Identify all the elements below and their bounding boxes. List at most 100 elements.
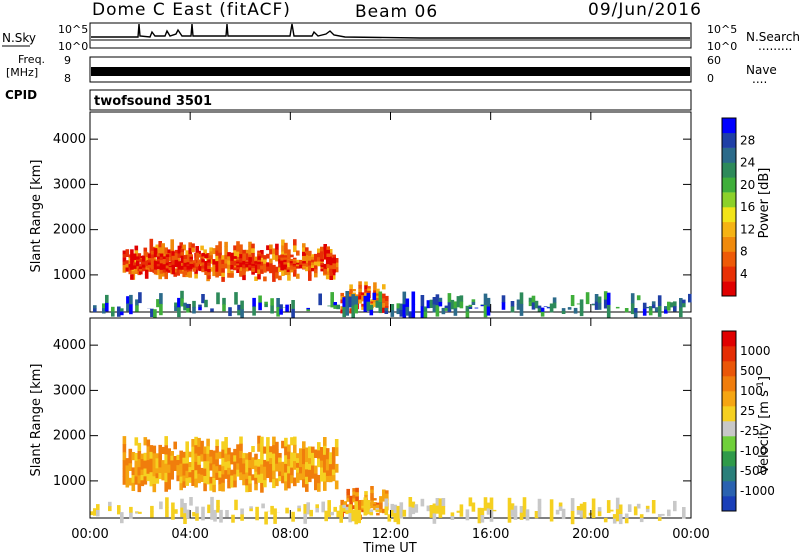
- heatmap-cell: [281, 440, 285, 449]
- heatmap-cell: [342, 508, 346, 512]
- heatmap-cell: [242, 270, 246, 276]
- heatmap-cell: [203, 476, 207, 484]
- power-y-label: Slant Range [km]: [29, 160, 44, 273]
- heatmap-cell: [280, 254, 284, 259]
- heatmap-cell: [366, 292, 371, 303]
- heatmap-cell: [183, 302, 187, 307]
- heatmap-cell: [140, 469, 145, 476]
- heatmap-cell: [131, 475, 136, 484]
- heatmap-cell: [325, 448, 330, 455]
- heatmap-cell: [122, 268, 127, 273]
- heatmap-cell: [201, 513, 205, 521]
- heatmap-cell: [376, 298, 380, 301]
- heatmap-cell: [194, 269, 198, 275]
- heatmap-cell: [387, 514, 392, 522]
- heatmap-cell: [358, 292, 362, 297]
- colorbar-tick-label: 500: [740, 364, 763, 378]
- heatmap-cell: [320, 474, 324, 482]
- colorbar-segment: [722, 207, 736, 223]
- heatmap-cell: [258, 295, 262, 304]
- heatmap-cell: [122, 257, 127, 262]
- heatmap-cell: [180, 290, 184, 299]
- heatmap-cell: [361, 298, 365, 302]
- heatmap-cell: [248, 262, 252, 266]
- heatmap-cell: [402, 304, 407, 318]
- heatmap-cell: [305, 469, 309, 478]
- heatmap-cell: [185, 478, 189, 486]
- heatmap-cell: [141, 267, 146, 272]
- heatmap-cell: [323, 249, 327, 255]
- frequency-band: [91, 67, 690, 76]
- heatmap-cell: [664, 309, 668, 314]
- heatmap-cell: [382, 493, 386, 498]
- heatmap-cell: [225, 510, 229, 518]
- heatmap-cell: [272, 445, 276, 455]
- heatmap-cell: [459, 510, 464, 517]
- heatmap-cell: [308, 260, 312, 267]
- heatmap-cell: [254, 264, 258, 269]
- heatmap-cell: [405, 298, 410, 308]
- heatmap-cell: [432, 304, 437, 313]
- heatmap-cell: [221, 482, 225, 492]
- heatmap-cell: [147, 258, 152, 261]
- heatmap-cell: [358, 284, 362, 289]
- heatmap-cell: [134, 476, 139, 485]
- heatmap-cell: [507, 497, 512, 511]
- heatmap-cell: [236, 444, 240, 452]
- heatmap-cell: [441, 506, 446, 515]
- heatmap-cell: [582, 510, 587, 519]
- heatmap-cell: [537, 498, 542, 509]
- heatmap-cell: [648, 306, 653, 311]
- heatmap-cell: [459, 301, 464, 309]
- heatmap-cell: [275, 272, 279, 279]
- heatmap-cell: [357, 509, 361, 517]
- heatmap-cell: [281, 475, 285, 484]
- heatmap-cell: [149, 238, 154, 245]
- heatmap-cell: [314, 261, 318, 266]
- heatmap-cell: [227, 447, 231, 455]
- heatmap-cell: [136, 256, 140, 259]
- heatmap-cell: [546, 307, 551, 309]
- heatmap-cell: [324, 515, 328, 522]
- cpid-value: twofsound 3501: [94, 94, 212, 109]
- heatmap-cell: [393, 504, 398, 514]
- heatmap-cell: [218, 464, 222, 472]
- heatmap-cell: [393, 513, 398, 523]
- heatmap-cell: [352, 491, 356, 496]
- heatmap-cell: [156, 263, 161, 267]
- heatmap-cell: [343, 503, 347, 506]
- heatmap-cell: [297, 505, 301, 509]
- heatmap-cell: [186, 303, 190, 309]
- heatmap-cell: [624, 513, 629, 519]
- heatmap-cell: [633, 506, 638, 512]
- heatmap-cell: [242, 468, 246, 475]
- heatmap-cell: [174, 511, 178, 514]
- heatmap-cell: [292, 263, 297, 266]
- heatmap-cell: [189, 259, 193, 262]
- heatmap-cell: [200, 454, 204, 462]
- heatmap-cell: [233, 260, 237, 264]
- heatmap-cell: [390, 310, 395, 317]
- heatmap-cell: [396, 514, 401, 525]
- heatmap-cell: [185, 267, 189, 273]
- heatmap-cell: [159, 293, 163, 305]
- heatmap-cell: [594, 294, 599, 303]
- heatmap-cell: [146, 453, 151, 461]
- heatmap-cell: [609, 510, 614, 512]
- heatmap-cell: [194, 461, 198, 471]
- heatmap-cell: [579, 510, 584, 518]
- heatmap-cell: [164, 272, 168, 280]
- heatmap-cell: [218, 247, 222, 254]
- heatmap-cell: [471, 506, 476, 512]
- heatmap-cell: [122, 436, 127, 445]
- heatmap-cell: [328, 452, 333, 459]
- heatmap-cell: [531, 302, 536, 310]
- nsearch-dots: .........: [758, 39, 792, 53]
- heatmap-cell: [320, 265, 324, 268]
- heatmap-cell: [195, 246, 199, 250]
- heatmap-cell: [224, 445, 228, 455]
- heatmap-cell: [284, 242, 288, 249]
- frequency-panel: Freq. [MHz] 9 8 60 0 Nave .... CPID: [5, 53, 777, 102]
